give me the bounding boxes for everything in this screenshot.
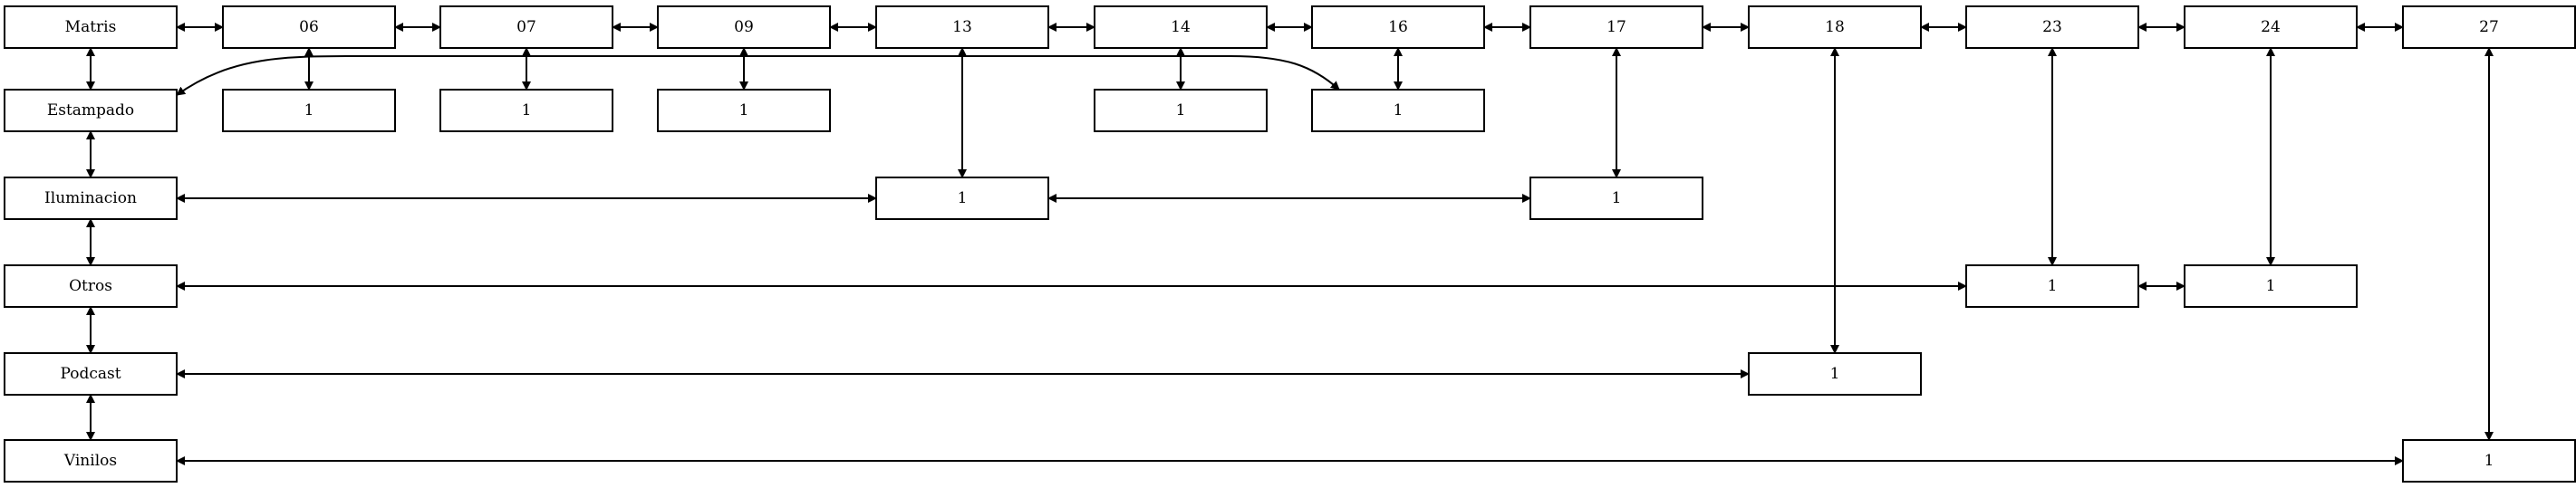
header-node-h17: 17: [1529, 5, 1703, 49]
node-box: [1094, 89, 1268, 132]
node-label: 23: [2042, 18, 2062, 36]
node-label: 1: [1394, 101, 1404, 120]
node-label: 24: [2261, 18, 2281, 36]
node-label: 1: [958, 189, 968, 207]
node-label: Otros: [69, 277, 112, 295]
cell-node-c-est-14: 1: [1094, 89, 1268, 132]
node-box: [1965, 5, 2139, 49]
node-box: [1965, 264, 2139, 308]
node-box: [4, 89, 178, 132]
node-box: [1529, 177, 1703, 220]
node-box: [1748, 5, 1922, 49]
node-label: Podcast: [60, 365, 121, 383]
header-node-h09: 09: [657, 5, 831, 49]
node-label: 1: [304, 101, 314, 120]
node-label: Iluminacion: [44, 189, 137, 207]
node-label: 07: [516, 18, 536, 36]
node-box: [2184, 5, 2358, 49]
node-label: 1: [522, 101, 532, 120]
node-box: [657, 89, 831, 132]
cell-node-c-otr-24: 1: [2184, 264, 2358, 308]
node-label: Estampado: [47, 101, 134, 120]
header-node-h18: 18: [1748, 5, 1922, 49]
cell-node-c-vin-27: 1: [2402, 439, 2576, 483]
header-node-h16: 16: [1311, 5, 1485, 49]
header-node-h27: 27: [2402, 5, 2576, 49]
node-label: 1: [2266, 277, 2276, 295]
cell-node-c-pod-18: 1: [1748, 352, 1922, 396]
header-node-h23: 23: [1965, 5, 2139, 49]
node-label: 1: [2048, 277, 2058, 295]
row-node-otros: Otros: [4, 264, 178, 308]
node-box: [439, 89, 613, 132]
node-box: [875, 5, 1049, 49]
node-label: 06: [299, 18, 319, 36]
edges-layer: [86, 23, 2494, 465]
node-label: 1: [2484, 452, 2494, 470]
node-label: 16: [1388, 18, 1408, 36]
node-box: [2402, 5, 2576, 49]
node-box: [4, 177, 178, 220]
header-node-h07: 07: [439, 5, 613, 49]
row-node-podcast: Podcast: [4, 352, 178, 396]
node-box: [222, 89, 396, 132]
node-box: [1529, 5, 1703, 49]
cell-node-c-est-06: 1: [222, 89, 396, 132]
node-box: [1311, 89, 1485, 132]
nodes-layer: Matris 06 07 09 13 14 16 17 18 23 24 27 Estampado Ilu…: [4, 5, 2576, 483]
node-label: 18: [1825, 18, 1845, 36]
node-label: Vinilos: [63, 452, 117, 470]
node-label: Matris: [65, 18, 117, 36]
header-node-h13: 13: [875, 5, 1049, 49]
node-label: 13: [952, 18, 972, 36]
header-node-h06: 06: [222, 5, 396, 49]
node-box: [1311, 5, 1485, 49]
header-node-matris: Matris: [4, 5, 178, 49]
node-box: [657, 5, 831, 49]
node-label: 14: [1171, 18, 1191, 36]
node-label: 27: [2479, 18, 2499, 36]
row-node-vinilos: Vinilos: [4, 439, 178, 483]
cell-node-c-est-16: 1: [1311, 89, 1485, 132]
node-label: 1: [739, 101, 749, 120]
cell-node-c-est-09: 1: [657, 89, 831, 132]
node-box: [4, 5, 178, 49]
node-box: [1094, 5, 1268, 49]
node-label: 17: [1606, 18, 1626, 36]
cell-node-c-ilu-17: 1: [1529, 177, 1703, 220]
node-box: [2184, 264, 2358, 308]
node-box: [222, 5, 396, 49]
node-box: [4, 264, 178, 308]
header-node-h14: 14: [1094, 5, 1268, 49]
node-box: [4, 439, 178, 483]
node-box: [2402, 439, 2576, 483]
node-box: [4, 352, 178, 396]
header-node-h24: 24: [2184, 5, 2358, 49]
row-node-estampado: Estampado: [4, 89, 178, 132]
node-label: 1: [1612, 189, 1622, 207]
node-label: 1: [1830, 365, 1840, 383]
node-box: [439, 5, 613, 49]
node-box: [1748, 352, 1922, 396]
cell-node-c-ilu-13: 1: [875, 177, 1049, 220]
edge-estampado-to-c-est-16: [176, 55, 1340, 96]
node-box: [875, 177, 1049, 220]
node-label: 09: [734, 18, 754, 36]
row-node-iluminacion: Iluminacion: [4, 177, 178, 220]
cell-node-c-est-07: 1: [439, 89, 613, 132]
cell-node-c-otr-23: 1: [1965, 264, 2139, 308]
node-label: 1: [1176, 101, 1186, 120]
